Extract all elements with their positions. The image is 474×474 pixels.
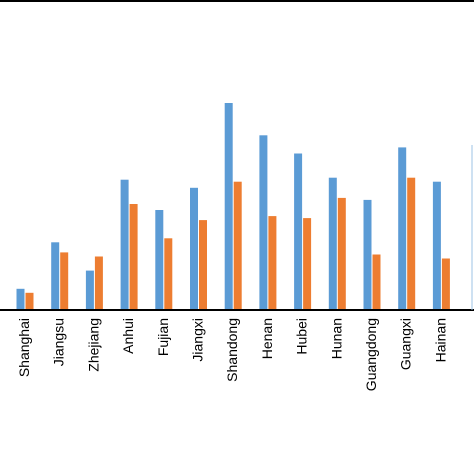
x-tick-label-anhui: Anhui [120,318,136,354]
x-tick-label-zhejiang: Zhejiang [85,318,101,372]
x-tick-label-hubei: Hubei [294,318,310,355]
bar-series2-guangdong [372,254,381,309]
bar-series2-jiangsu [60,252,69,309]
bar-series2-anhui [129,204,138,309]
bar-series2-hunan [337,197,346,309]
bar-series1-hubei [294,153,303,309]
bar-series1-henan [259,135,268,309]
bar-series1-hunan [328,177,337,309]
bar-series2-guangxi [407,177,416,309]
x-tick-label-jiangsu: Jiangsu [51,318,67,366]
bar-series1-hainan [432,181,441,309]
x-tick-label-hunan: Hunan [328,318,344,359]
x-tick-label-guangxi: Guangxi [398,318,414,370]
x-tick-label-guangdong: Guangdong [363,318,379,391]
x-tick-label-jiangxi: Jiangxi [190,318,206,362]
bar-series1-shanghai [16,288,25,309]
bar-series1-jiangxi [190,187,198,309]
bar-series2-hubei [303,218,312,309]
bar-series1-shandong [224,103,233,309]
bar-series2-hainan [441,258,450,309]
bar-series1-guangxi [398,147,407,309]
bar-series1-zhejiang [85,270,94,309]
bar-series1-fujian [155,210,164,309]
bar-series1-guangdong [363,199,372,309]
bar-series2-henan [268,216,277,309]
x-tick-label-henan: Henan [259,318,275,359]
x-tick-label-shanghai: Shanghai [16,318,32,377]
bar-series2-shandong [233,181,242,309]
x-tick-labels: Shanghai Jiangsu Zhejiang Anhui Fujian Jiangx… [16,318,448,391]
bar-series1-anhui [120,179,129,309]
bar-series2-fujian [164,238,173,309]
x-tick-label-hainan: Hainan [432,318,448,362]
bar-series2-jiangxi [199,220,207,309]
bar-series1-jiangsu [51,242,60,309]
bar-series2-zhejiang [94,256,103,309]
x-tick-label-shandong: Shandong [224,318,240,382]
bars-group [16,103,450,309]
x-tick-label-fujian: Fujian [155,318,171,356]
bar-series2-shanghai [25,292,34,309]
plot-frame [0,0,474,311]
